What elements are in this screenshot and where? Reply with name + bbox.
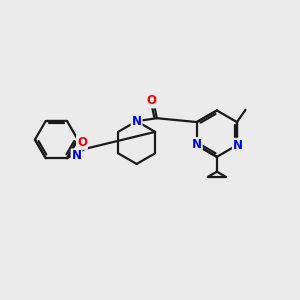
Text: N: N [72, 149, 82, 162]
Text: O: O [77, 136, 87, 149]
Text: N: N [192, 138, 202, 151]
Text: O: O [146, 94, 156, 107]
Text: N: N [233, 139, 243, 152]
Text: N: N [132, 115, 142, 128]
